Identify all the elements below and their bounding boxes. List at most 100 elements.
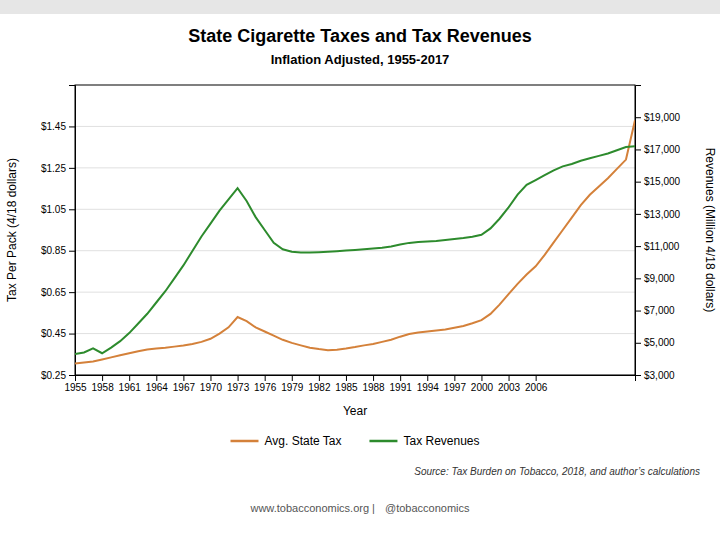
- y-tick-label: $0.45: [41, 328, 66, 339]
- x-tick-label: 1994: [417, 382, 440, 393]
- tick-mark: [183, 375, 184, 381]
- tick-mark: [635, 311, 641, 312]
- tick: 2006: [525, 375, 548, 393]
- legend-label: Tax Revenues: [403, 434, 479, 448]
- x-tick-label: 1961: [119, 382, 142, 393]
- axis-xticks: 1955 1958 1961 1964 1967 1970 1973 1976 1979 1982…: [64, 375, 635, 393]
- tick: $7,000: [635, 305, 675, 316]
- tick-mark: [265, 375, 266, 381]
- series-group: [75, 120, 635, 363]
- tick: 2003: [498, 375, 521, 393]
- tick-mark: [69, 334, 75, 335]
- x-tick-label: 1979: [281, 382, 304, 393]
- tick-mark: [102, 375, 103, 381]
- tick: 1967: [173, 375, 196, 393]
- tick-mark: [210, 375, 211, 381]
- tick-mark: [635, 246, 641, 247]
- y2-tick-label: $3,000: [644, 370, 675, 381]
- tick: 1988: [362, 375, 385, 393]
- chart: State Cigarette Taxes and Tax RevenuesIn…: [0, 0, 720, 540]
- grid-line: [75, 209, 635, 210]
- grid: [75, 126, 635, 375]
- tick: $5,000: [635, 337, 675, 348]
- tick-mark: [69, 251, 75, 252]
- tick: $1.25: [41, 163, 75, 174]
- x-tick-label: 1973: [227, 382, 250, 393]
- tick: 1958: [91, 375, 114, 393]
- grid-line: [75, 292, 635, 293]
- x-tick-label: 1982: [308, 382, 331, 393]
- tick: 1979: [281, 375, 304, 393]
- tick-mark: [454, 375, 455, 381]
- y2-axis-title: Revenues (Million 4/18 dollars): [703, 148, 717, 313]
- tick: $9,000: [635, 273, 675, 284]
- y-tick-label: $1.25: [41, 163, 66, 174]
- y-tick-label: $0.25: [41, 370, 66, 381]
- tick: 1985: [335, 375, 358, 393]
- grid-line: [75, 167, 635, 168]
- x-tick-label: 1988: [362, 382, 385, 393]
- tick-mark: [635, 343, 641, 344]
- tick: 1994: [417, 375, 440, 393]
- tick: 1982: [308, 375, 331, 393]
- tick-mark: [69, 292, 75, 293]
- tick: 1973: [227, 375, 250, 393]
- tick: 2000: [471, 375, 494, 393]
- annotation: www.tobacconomics.org |: [249, 502, 375, 514]
- plot-frame: [75, 85, 635, 375]
- tick-mark: [69, 375, 75, 376]
- plot: 1955 1958 1961 1964 1967 1970 1973 1976 1979 1982…: [41, 85, 681, 393]
- x-tick-label: 1991: [390, 382, 413, 393]
- tick: 1970: [200, 375, 223, 393]
- annotation: @tobacconomics: [385, 502, 470, 514]
- x-tick-label: 1970: [200, 382, 223, 393]
- x-tick-label: 1985: [335, 382, 358, 393]
- y2-tick-label: $11,000: [644, 241, 680, 252]
- x-tick-label: 1997: [444, 382, 467, 393]
- x-tick-label: 1955: [64, 382, 87, 393]
- tick: $13,000: [635, 209, 681, 220]
- tick-mark: [536, 375, 537, 381]
- tick: 1997: [444, 375, 467, 393]
- y2-tick-label: $9,000: [644, 273, 675, 284]
- legend-swatch: [369, 440, 397, 443]
- tick-mark: [427, 375, 428, 381]
- tick: $0.25: [41, 370, 75, 381]
- tick: $0.45: [41, 328, 75, 339]
- axis-line: [69, 86, 76, 376]
- tick-mark: [238, 375, 239, 381]
- tick: 1964: [146, 375, 169, 393]
- tick-mark: [69, 209, 75, 210]
- tick-mark: [346, 375, 347, 381]
- tick: $1.05: [41, 204, 75, 215]
- tick-mark: [400, 375, 401, 381]
- axis-yticks: $0.25$0.45$0.65$0.85$1.05$1.25$1.45: [41, 86, 76, 381]
- axis-line: [636, 86, 642, 376]
- tick: $17,000: [635, 144, 681, 155]
- tick: 1955: [64, 375, 87, 393]
- y2-tick-label: $5,000: [644, 337, 675, 348]
- tick: $3,000: [635, 370, 675, 381]
- tick-mark: [319, 375, 320, 381]
- x-tick-label: 1958: [91, 382, 114, 393]
- tick-mark: [156, 375, 157, 381]
- tick-mark: [129, 375, 130, 381]
- x-tick-label: 2000: [471, 382, 494, 393]
- tick-mark: [635, 375, 641, 376]
- legend-label: Avg. State Tax: [265, 434, 342, 448]
- tick-mark: [509, 375, 510, 381]
- x-tick-label: 2006: [525, 382, 548, 393]
- tick-mark: [635, 182, 641, 183]
- y2-tick-label: $15,000: [644, 176, 681, 187]
- tick: $0.85: [41, 245, 75, 256]
- tick: $15,000: [635, 176, 681, 187]
- axis-line: [76, 376, 636, 382]
- x-tick-label: 1967: [173, 382, 196, 393]
- legend-swatch: [231, 440, 259, 443]
- x-tick-label: 2003: [498, 382, 521, 393]
- y-tick-label: $0.85: [41, 245, 66, 256]
- tick: $0.65: [41, 287, 75, 298]
- tick: $11,000: [635, 241, 680, 252]
- x-tick-label: 1976: [254, 382, 277, 393]
- x-axis-title: Year: [343, 404, 367, 418]
